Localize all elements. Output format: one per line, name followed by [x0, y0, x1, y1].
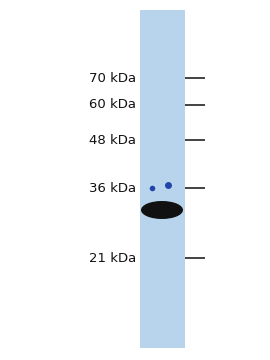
Text: 48 kDa: 48 kDa	[89, 134, 136, 147]
Text: 36 kDa: 36 kDa	[89, 181, 136, 194]
Ellipse shape	[141, 201, 183, 219]
Text: 60 kDa: 60 kDa	[89, 99, 136, 112]
Text: 70 kDa: 70 kDa	[89, 72, 136, 85]
Text: 21 kDa: 21 kDa	[89, 252, 136, 265]
Bar	[140, 10, 185, 348]
